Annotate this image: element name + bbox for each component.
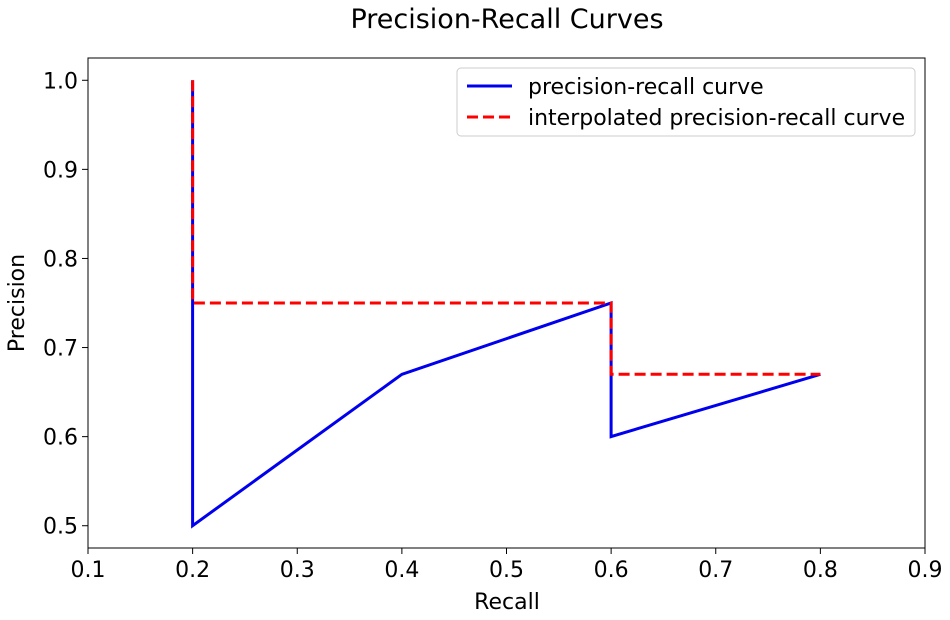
series-line-0 bbox=[191, 80, 821, 529]
x-tick-label: 0.8 bbox=[803, 558, 838, 583]
y-tick-label: 0.7 bbox=[43, 337, 78, 362]
y-tick-label: 0.9 bbox=[43, 158, 78, 183]
y-tick-label: 1.0 bbox=[43, 69, 78, 94]
axis-ticks: 0.1 0.2 0.3 0.4 0.5 0.6 0.7 0.8 0.9 0.5 0.6 0.7 0.8 0… bbox=[43, 69, 943, 583]
x-tick-label: 0.4 bbox=[384, 558, 419, 583]
series-layer bbox=[191, 80, 821, 529]
x-tick-label: 0.7 bbox=[698, 558, 733, 583]
x-tick-label: 0.9 bbox=[908, 558, 943, 583]
y-tick-label: 0.6 bbox=[43, 426, 78, 451]
y-tick-label: 0.8 bbox=[43, 247, 78, 272]
x-tick-label: 0.6 bbox=[594, 558, 629, 583]
x-tick-label: 0.1 bbox=[71, 558, 106, 583]
x-tick-label: 0.3 bbox=[280, 558, 315, 583]
legend: precision-recall curve interpolated preci… bbox=[456, 67, 916, 137]
y-tick-label: 0.5 bbox=[43, 515, 78, 540]
chart-title: Precision-Recall Curves bbox=[350, 4, 663, 35]
y-axis-title: Precision bbox=[5, 254, 30, 352]
x-axis-title: Recall bbox=[474, 590, 540, 615]
x-tick-label: 0.2 bbox=[175, 558, 210, 583]
x-tick-label: 0.5 bbox=[489, 558, 524, 583]
plot-frame bbox=[87, 57, 926, 549]
legend-label-1: interpolated precision-recall curve bbox=[528, 106, 905, 131]
series-line-1 bbox=[191, 80, 821, 376]
legend-label-0: precision-recall curve bbox=[528, 75, 764, 100]
legend-box bbox=[456, 67, 916, 137]
